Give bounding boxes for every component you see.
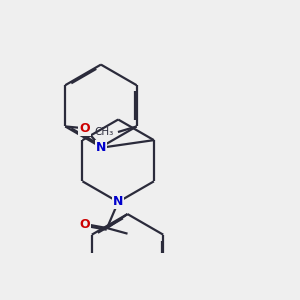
Text: N: N [96,140,106,154]
Text: CH₃: CH₃ [95,127,114,137]
Text: N: N [113,196,123,208]
Text: O: O [79,218,90,231]
Text: O: O [79,122,90,135]
